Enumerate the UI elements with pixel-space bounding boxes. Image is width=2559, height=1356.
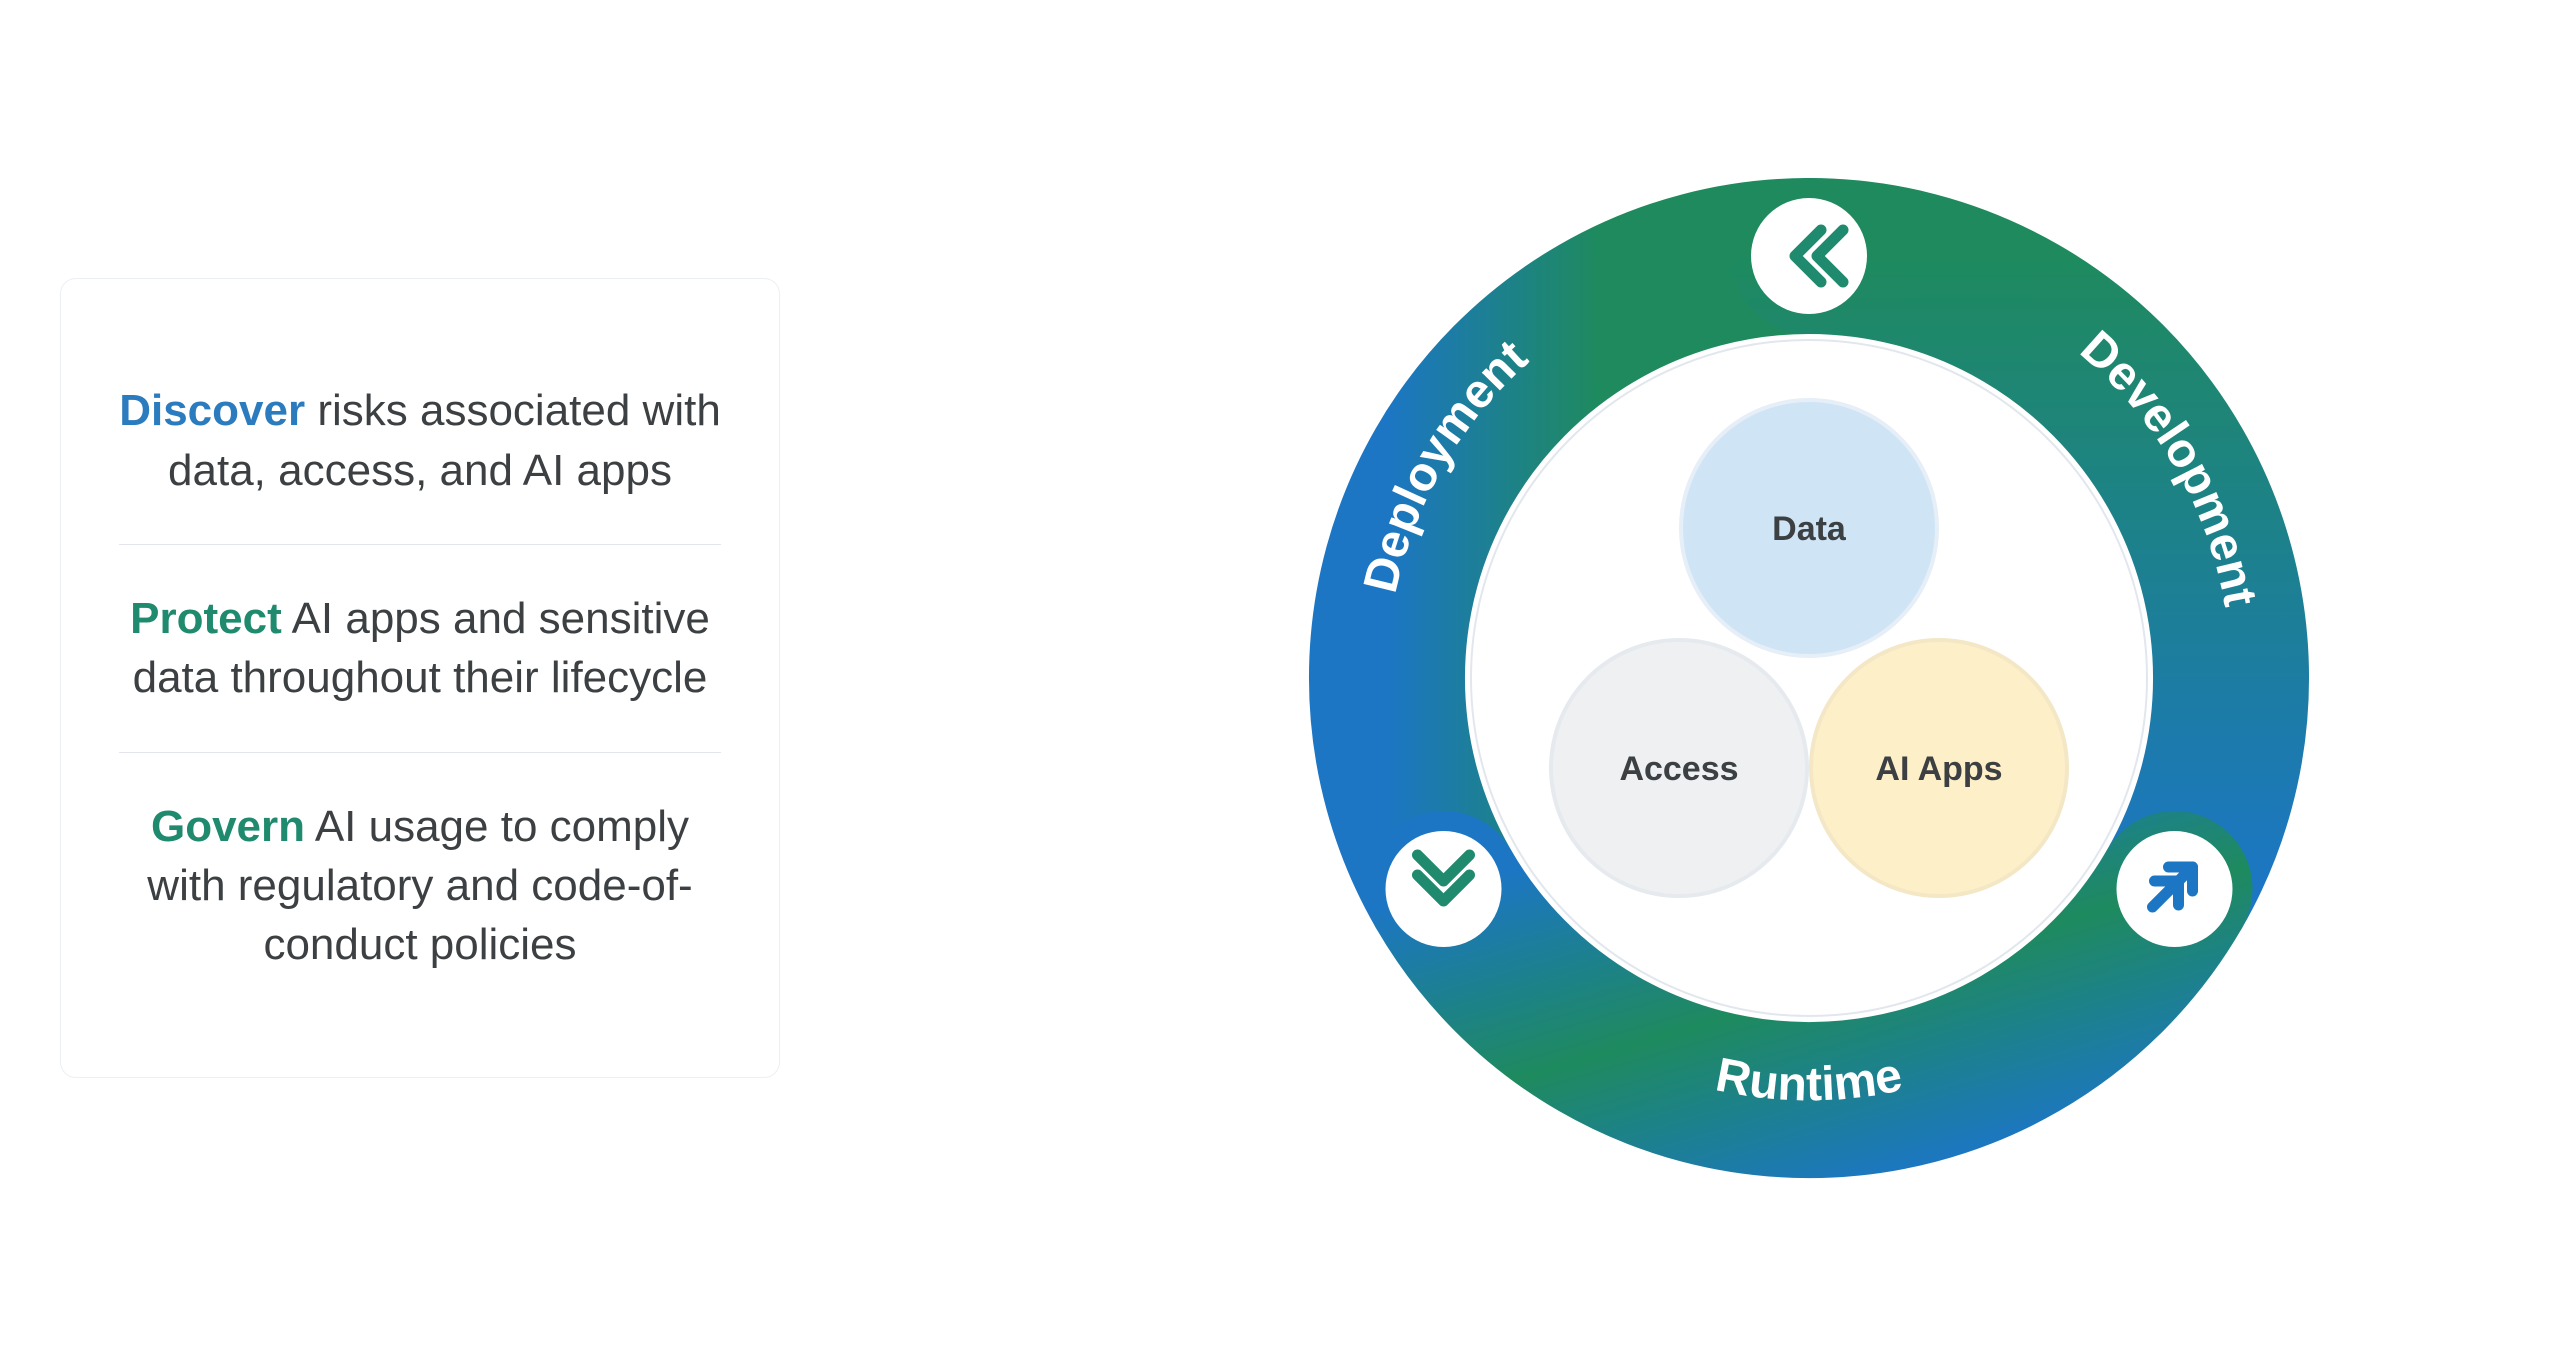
core-label: AI Apps (1875, 750, 2002, 788)
lifecycle-ring: Deployment Development Runtime (1259, 128, 2359, 1228)
marker-top (1751, 198, 1867, 314)
pillars-panel: Discover risks associated with data, acc… (60, 278, 780, 1078)
pillar-lead: Protect (130, 594, 282, 643)
ring-svg: Deployment Development Runtime (1259, 128, 2359, 1228)
marker-left (1386, 831, 1502, 947)
pillar-protect: Protect AI apps and sensitive data throu… (119, 545, 721, 753)
pillar-lead: Discover (119, 386, 305, 435)
marker-right (2117, 831, 2233, 947)
infographic-stage: Discover risks associated with data, acc… (0, 0, 2559, 1356)
pillar-lead: Govern (151, 802, 305, 851)
pillar-govern: Govern AI usage to comply with regulator… (119, 753, 721, 1019)
core-circle-aiapps: AI Apps (1811, 640, 2067, 896)
core-circle-access: Access (1551, 640, 1807, 896)
core-label: Data (1772, 510, 1847, 548)
pillar-discover: Discover risks associated with data, acc… (119, 337, 721, 545)
core-circle-data: Data (1681, 400, 1937, 656)
core-label: Access (1619, 750, 1738, 788)
